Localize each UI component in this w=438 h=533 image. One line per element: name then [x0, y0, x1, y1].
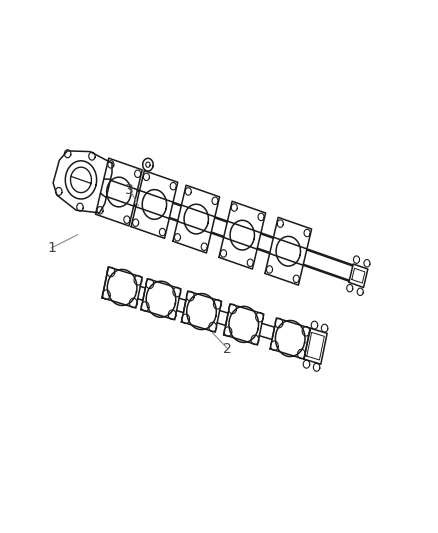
- Text: 3: 3: [125, 183, 134, 197]
- Text: 1: 1: [47, 241, 56, 255]
- Text: 2: 2: [223, 342, 232, 356]
